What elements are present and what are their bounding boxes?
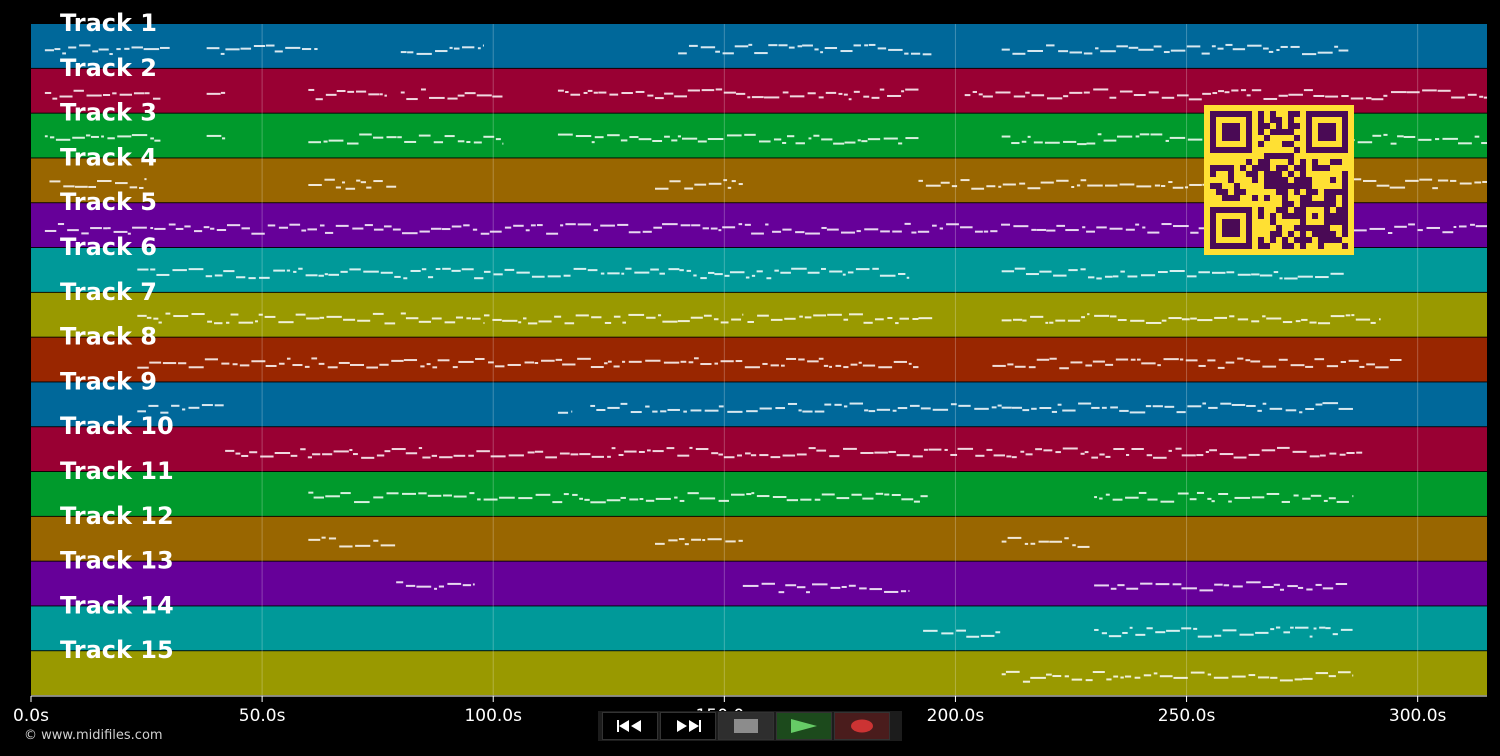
stop-icon bbox=[734, 719, 758, 733]
track-label-14: Track 14 bbox=[60, 591, 174, 619]
tick-label: 100.0s bbox=[464, 706, 522, 726]
track-lane-1[interactable] bbox=[31, 24, 1487, 68]
stop-button[interactable] bbox=[718, 712, 774, 740]
track-lane-8[interactable] bbox=[31, 337, 1487, 382]
record-icon bbox=[850, 719, 874, 733]
track-label-13: Track 13 bbox=[60, 547, 174, 575]
track-label-10: Track 10 bbox=[60, 412, 174, 440]
note-segment bbox=[206, 134, 226, 140]
rewind-icon bbox=[615, 718, 645, 734]
note-segment bbox=[557, 410, 573, 414]
note-segment bbox=[655, 538, 743, 546]
note-segment bbox=[44, 44, 170, 56]
note-segment bbox=[1094, 314, 1381, 325]
track-lane-11[interactable] bbox=[31, 472, 1487, 516]
note-segment bbox=[655, 179, 743, 190]
record-button[interactable] bbox=[834, 712, 890, 740]
note-segment bbox=[1371, 89, 1487, 101]
note-segment bbox=[400, 44, 484, 55]
note-segment bbox=[308, 491, 928, 504]
note-segment bbox=[1001, 536, 1090, 548]
track-lane-14[interactable] bbox=[31, 606, 1487, 651]
play-icon bbox=[789, 718, 819, 734]
note-segment bbox=[206, 91, 226, 95]
note-segment bbox=[1001, 267, 1344, 280]
track-lane-10[interactable] bbox=[31, 427, 1487, 472]
note-segment bbox=[1094, 581, 1348, 592]
note-segment bbox=[396, 581, 475, 590]
track-label-11: Track 11 bbox=[60, 457, 174, 485]
note-segment bbox=[137, 357, 919, 369]
copyright-text: © www.midifiles.com bbox=[24, 728, 163, 743]
play-button[interactable] bbox=[776, 712, 832, 740]
track-label-2: Track 2 bbox=[60, 54, 157, 82]
note-segment bbox=[1001, 43, 1349, 56]
note-segment bbox=[1094, 491, 1354, 503]
tick-label: 50.0s bbox=[239, 706, 286, 726]
note-segment bbox=[590, 402, 1002, 414]
note-segment bbox=[49, 178, 147, 189]
note-segment bbox=[918, 317, 933, 320]
track-label-3: Track 3 bbox=[60, 99, 157, 127]
qr-code-image bbox=[1204, 105, 1354, 255]
track-label-15: Track 15 bbox=[60, 636, 174, 664]
note-segment bbox=[400, 312, 485, 325]
tick-label: 250.0s bbox=[1158, 706, 1216, 726]
track-label-1: Track 1 bbox=[60, 9, 157, 37]
note-segment bbox=[1001, 313, 1090, 324]
note-segment bbox=[1094, 626, 1353, 638]
track-label-6: Track 6 bbox=[60, 233, 157, 261]
note-segment bbox=[308, 133, 504, 145]
fast-forward-icon bbox=[673, 718, 703, 734]
note-segment bbox=[44, 89, 161, 100]
track-label-5: Track 5 bbox=[60, 188, 157, 216]
fast-forward-button[interactable] bbox=[660, 712, 716, 740]
note-segment bbox=[483, 313, 744, 325]
note-segment bbox=[225, 446, 1363, 459]
track-lane-15[interactable] bbox=[31, 651, 1487, 696]
note-segment bbox=[308, 178, 397, 190]
note-segment bbox=[308, 88, 387, 101]
track-lane-9[interactable] bbox=[31, 382, 1487, 427]
note-segment bbox=[137, 312, 396, 325]
tick-label: 200.0s bbox=[927, 706, 985, 726]
note-segment bbox=[557, 88, 919, 101]
note-segment bbox=[747, 313, 919, 325]
rewind-button[interactable] bbox=[602, 712, 658, 740]
note-segment bbox=[557, 133, 919, 145]
tick-label: 0.0s bbox=[13, 706, 49, 726]
track-label-12: Track 12 bbox=[60, 502, 174, 530]
note-segment bbox=[308, 536, 396, 548]
note-segment bbox=[1001, 402, 1353, 414]
transport-controls bbox=[598, 711, 902, 741]
note-segment bbox=[206, 44, 318, 55]
note-segment bbox=[1001, 670, 1354, 683]
note-segment bbox=[400, 88, 503, 101]
track-label-4: Track 4 bbox=[60, 143, 157, 171]
note-segment bbox=[742, 582, 910, 594]
note-segment bbox=[964, 88, 1372, 101]
track-label-8: Track 8 bbox=[60, 323, 157, 351]
note-segment bbox=[923, 629, 1001, 638]
note-segment bbox=[44, 134, 161, 142]
track-lane-12[interactable] bbox=[31, 516, 1487, 561]
track-label-9: Track 9 bbox=[60, 367, 157, 395]
note-segment bbox=[137, 267, 910, 280]
note-segment bbox=[678, 43, 932, 56]
note-segment bbox=[137, 404, 224, 414]
track-label-7: Track 7 bbox=[60, 278, 157, 306]
note-segment bbox=[992, 357, 1402, 370]
track-labels: Track 1 Track 2 Track 3 Track 4 Track 5 Track… bbox=[60, 9, 174, 664]
tick-label: 300.0s bbox=[1389, 706, 1447, 726]
track-lane-13[interactable] bbox=[31, 561, 1487, 606]
